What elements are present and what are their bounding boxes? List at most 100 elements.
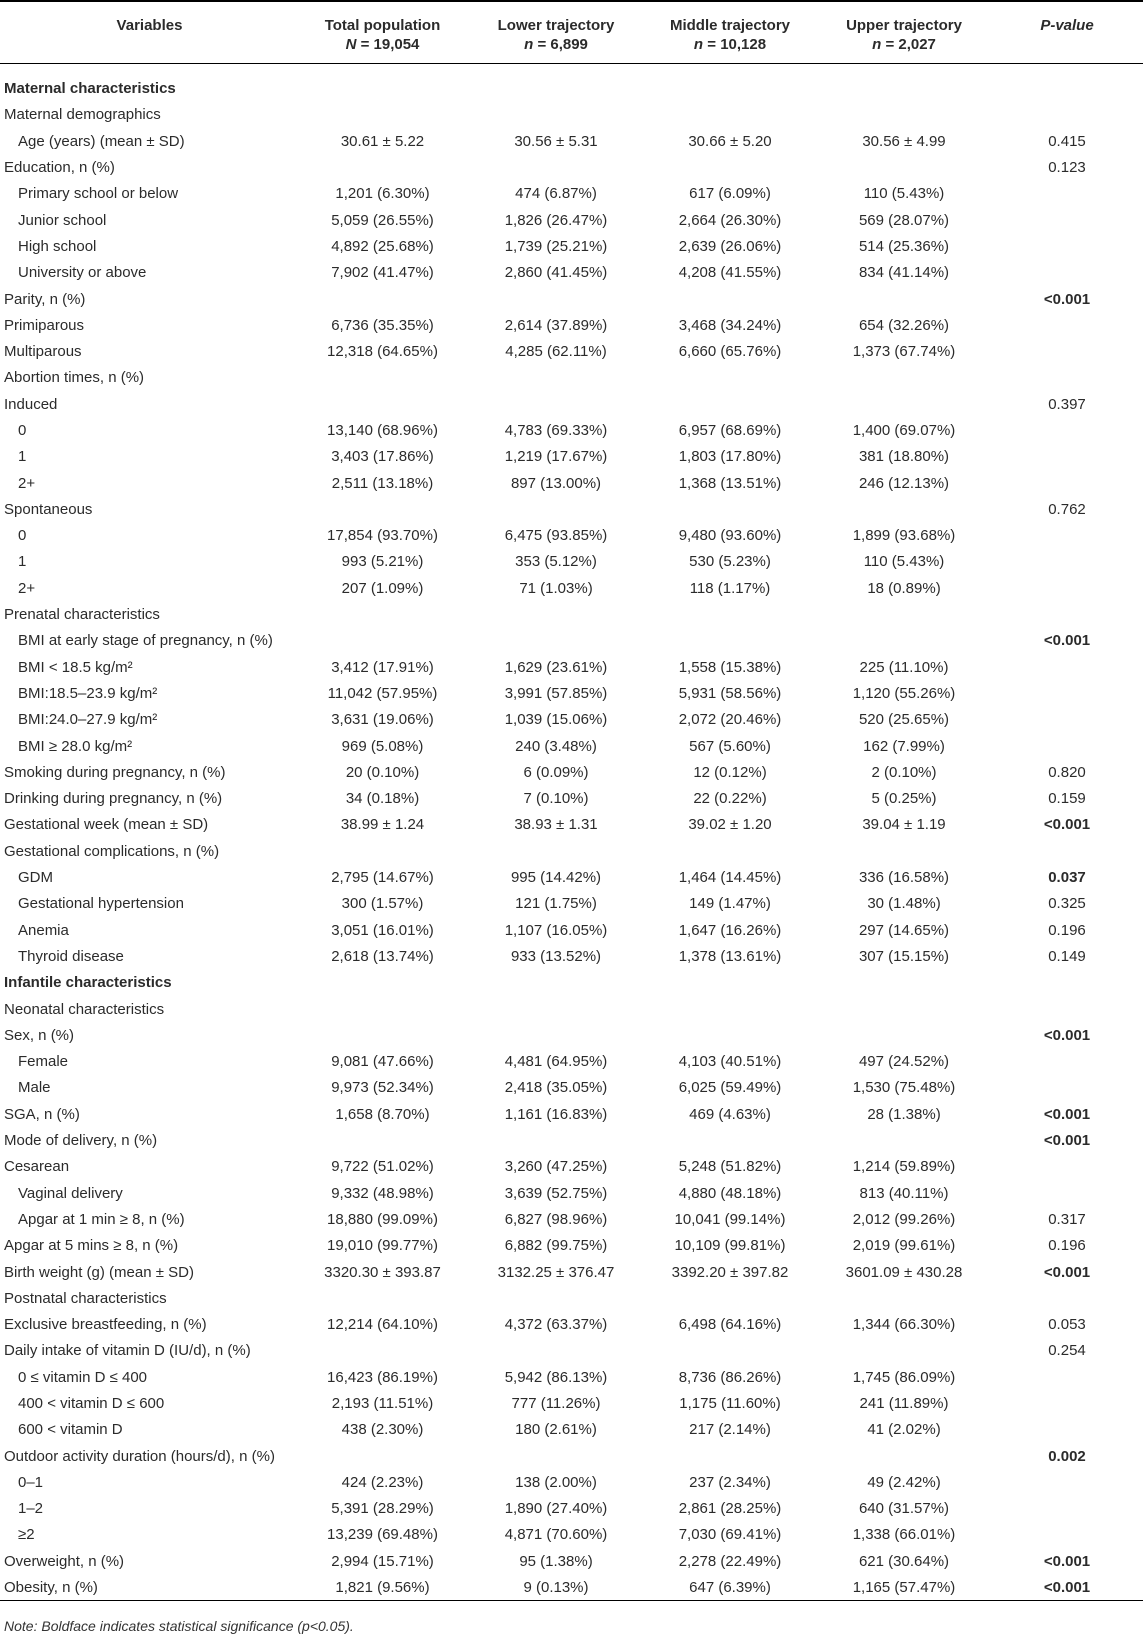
middle-value: 10,041 (99.14%) bbox=[674, 1210, 786, 1228]
middle-value: 1,368 (13.51%) bbox=[678, 474, 782, 492]
lower-value: 6,827 (98.96%) bbox=[504, 1210, 608, 1228]
total-value: 5,059 (26.55%) bbox=[331, 211, 434, 229]
n-value: = 19,054 bbox=[360, 36, 420, 53]
upper-value bbox=[817, 996, 991, 1022]
header-gap bbox=[0, 64, 1143, 76]
upper-value bbox=[817, 154, 991, 180]
p-value bbox=[991, 1417, 1143, 1443]
lower-value: 138 (2.00%) bbox=[515, 1473, 597, 1491]
upper-value: 110 (5.43%) bbox=[863, 185, 945, 203]
variable-label: Smoking during pregnancy, n (%) bbox=[4, 763, 226, 781]
middle-value: 22 (0.22%) bbox=[693, 790, 767, 808]
lower-value: 1,629 (23.61%) bbox=[504, 658, 608, 676]
table-body: Maternal characteristics Maternal demogra… bbox=[0, 64, 1143, 1602]
p-value: <0.001 bbox=[1043, 816, 1091, 834]
lower-value: 474 (6.87%) bbox=[515, 185, 597, 203]
header-p-value: P-value bbox=[991, 0, 1143, 35]
table-row: Apgar at 5 mins ≥ 8, n (%) 19,010 (99.77%… bbox=[0, 1233, 1143, 1259]
header-n-upper: n = 2,027 bbox=[817, 35, 991, 64]
upper-value bbox=[817, 1022, 991, 1048]
p-value: 0.196 bbox=[1048, 1237, 1086, 1255]
upper-value: 1,344 (66.30%) bbox=[852, 1316, 956, 1334]
variable-label: Apgar at 1 min ≥ 8, n (%) bbox=[18, 1210, 185, 1228]
p-value bbox=[991, 417, 1143, 443]
p-value: <0.001 bbox=[1043, 1105, 1091, 1123]
table-row: University or above 7,902 (41.47%) 2,860 (… bbox=[0, 260, 1143, 286]
lower-value bbox=[469, 601, 643, 627]
total-value: 12,214 (64.10%) bbox=[327, 1316, 438, 1334]
middle-value bbox=[643, 1285, 817, 1311]
variable-label: 1–2 bbox=[18, 1500, 44, 1518]
table-row: Anemia 3,051 (16.01%) 1,107 (16.05%) 1,647 … bbox=[0, 917, 1143, 943]
upper-value: 1,214 (59.89%) bbox=[852, 1158, 956, 1176]
header-n-total: N = 19,054 bbox=[296, 35, 469, 64]
variable-label: Postnatal characteristics bbox=[4, 1289, 167, 1307]
variable-label: Male bbox=[18, 1079, 51, 1097]
total-value bbox=[296, 496, 469, 522]
table-row: Spontaneous 0.762 bbox=[0, 496, 1143, 522]
header-spacer bbox=[991, 35, 1143, 64]
total-value: 2,994 (15.71%) bbox=[331, 1552, 434, 1570]
p-value: <0.001 bbox=[1043, 290, 1091, 308]
table-row: Apgar at 1 min ≥ 8, n (%) 18,880 (99.09%)… bbox=[0, 1206, 1143, 1232]
variable-label: Age (years) (mean ± SD) bbox=[18, 132, 185, 150]
middle-value: 4,208 (41.55%) bbox=[678, 264, 782, 282]
p-value bbox=[991, 1285, 1143, 1311]
upper-value: 2 (0.10%) bbox=[871, 763, 937, 781]
p-value: <0.001 bbox=[991, 1574, 1143, 1602]
lower-value: 353 (5.12%) bbox=[515, 553, 597, 571]
table-row: Overweight, n (%) 2,994 (15.71%) 95 (1.38%… bbox=[0, 1548, 1143, 1574]
upper-value: 497 (24.52%) bbox=[858, 1053, 950, 1071]
upper-value: 241 (11.89%) bbox=[859, 1394, 949, 1412]
total-value: 438 (2.30%) bbox=[341, 1421, 424, 1439]
table-row: Outdoor activity duration (hours/d), n (… bbox=[0, 1443, 1143, 1469]
variable-label: 1 bbox=[18, 553, 27, 571]
total-value: 9,332 (48.98%) bbox=[331, 1184, 434, 1202]
total-value bbox=[296, 1285, 469, 1311]
total-value: 3,403 (17.86%) bbox=[331, 448, 434, 466]
variable-label: Gestational hypertension bbox=[18, 895, 184, 913]
total-value: 6,736 (35.35%) bbox=[331, 316, 434, 334]
upper-value: 1,165 (57.47%) bbox=[817, 1574, 991, 1602]
total-value bbox=[296, 365, 469, 391]
table-row: ≥2 13,239 (69.48%) 4,871 (70.60%) 7,030 (69… bbox=[0, 1522, 1143, 1548]
table-row: Multiparous 12,318 (64.65%) 4,285 (62.11%)… bbox=[0, 338, 1143, 364]
lower-value: 7 (0.10%) bbox=[523, 790, 589, 808]
variable-label: Anemia bbox=[18, 921, 69, 939]
lower-value: 6,475 (93.85%) bbox=[504, 527, 608, 545]
variable-label: Outdoor activity duration (hours/d), n (… bbox=[4, 1447, 275, 1465]
middle-value bbox=[643, 391, 817, 417]
upper-value bbox=[817, 76, 991, 102]
lower-value: 240 (3.48%) bbox=[515, 737, 597, 755]
p-value bbox=[991, 601, 1143, 627]
lower-value: 3132.25 ± 376.47 bbox=[497, 1263, 615, 1281]
table-row: BMI at early stage of pregnancy, n (%) <0… bbox=[0, 628, 1143, 654]
table-row: Gestational week (mean ± SD) 38.99 ± 1.24… bbox=[0, 812, 1143, 838]
p-value bbox=[991, 707, 1143, 733]
p-value: <0.001 bbox=[1043, 1263, 1091, 1281]
middle-value: 3392.20 ± 397.82 bbox=[671, 1263, 789, 1281]
total-value: 4,892 (25.68%) bbox=[331, 237, 434, 255]
variable-label: Maternal characteristics bbox=[4, 80, 176, 98]
variable-label: ≥2 bbox=[18, 1526, 35, 1544]
total-value: 2,795 (14.67%) bbox=[331, 869, 434, 887]
upper-value bbox=[817, 1285, 991, 1311]
p-value: 0.415 bbox=[1048, 132, 1086, 150]
table-row: Neonatal characteristics bbox=[0, 996, 1143, 1022]
p-value bbox=[991, 1469, 1143, 1495]
upper-value: 110 (5.43%) bbox=[863, 553, 945, 571]
table-row: Maternal demographics bbox=[0, 102, 1143, 128]
table-row: BMI < 18.5 kg/m² 3,412 (17.91%) 1,629 (23.… bbox=[0, 654, 1143, 680]
total-value: 38.99 ± 1.24 bbox=[340, 816, 425, 834]
variable-label: High school bbox=[18, 237, 97, 255]
lower-value: 3,639 (52.75%) bbox=[504, 1184, 608, 1202]
middle-value: 1,175 (11.60%) bbox=[679, 1394, 781, 1412]
variable-label: Parity, n (%) bbox=[4, 290, 86, 308]
total-value bbox=[296, 102, 469, 128]
lower-value bbox=[469, 365, 643, 391]
lower-value bbox=[469, 496, 643, 522]
p-value bbox=[991, 1048, 1143, 1074]
lower-value: 6,882 (99.75%) bbox=[504, 1237, 608, 1255]
table-row: Primary school or below 1,201 (6.30%) 474 … bbox=[0, 181, 1143, 207]
upper-value: 520 (25.65%) bbox=[858, 711, 950, 729]
